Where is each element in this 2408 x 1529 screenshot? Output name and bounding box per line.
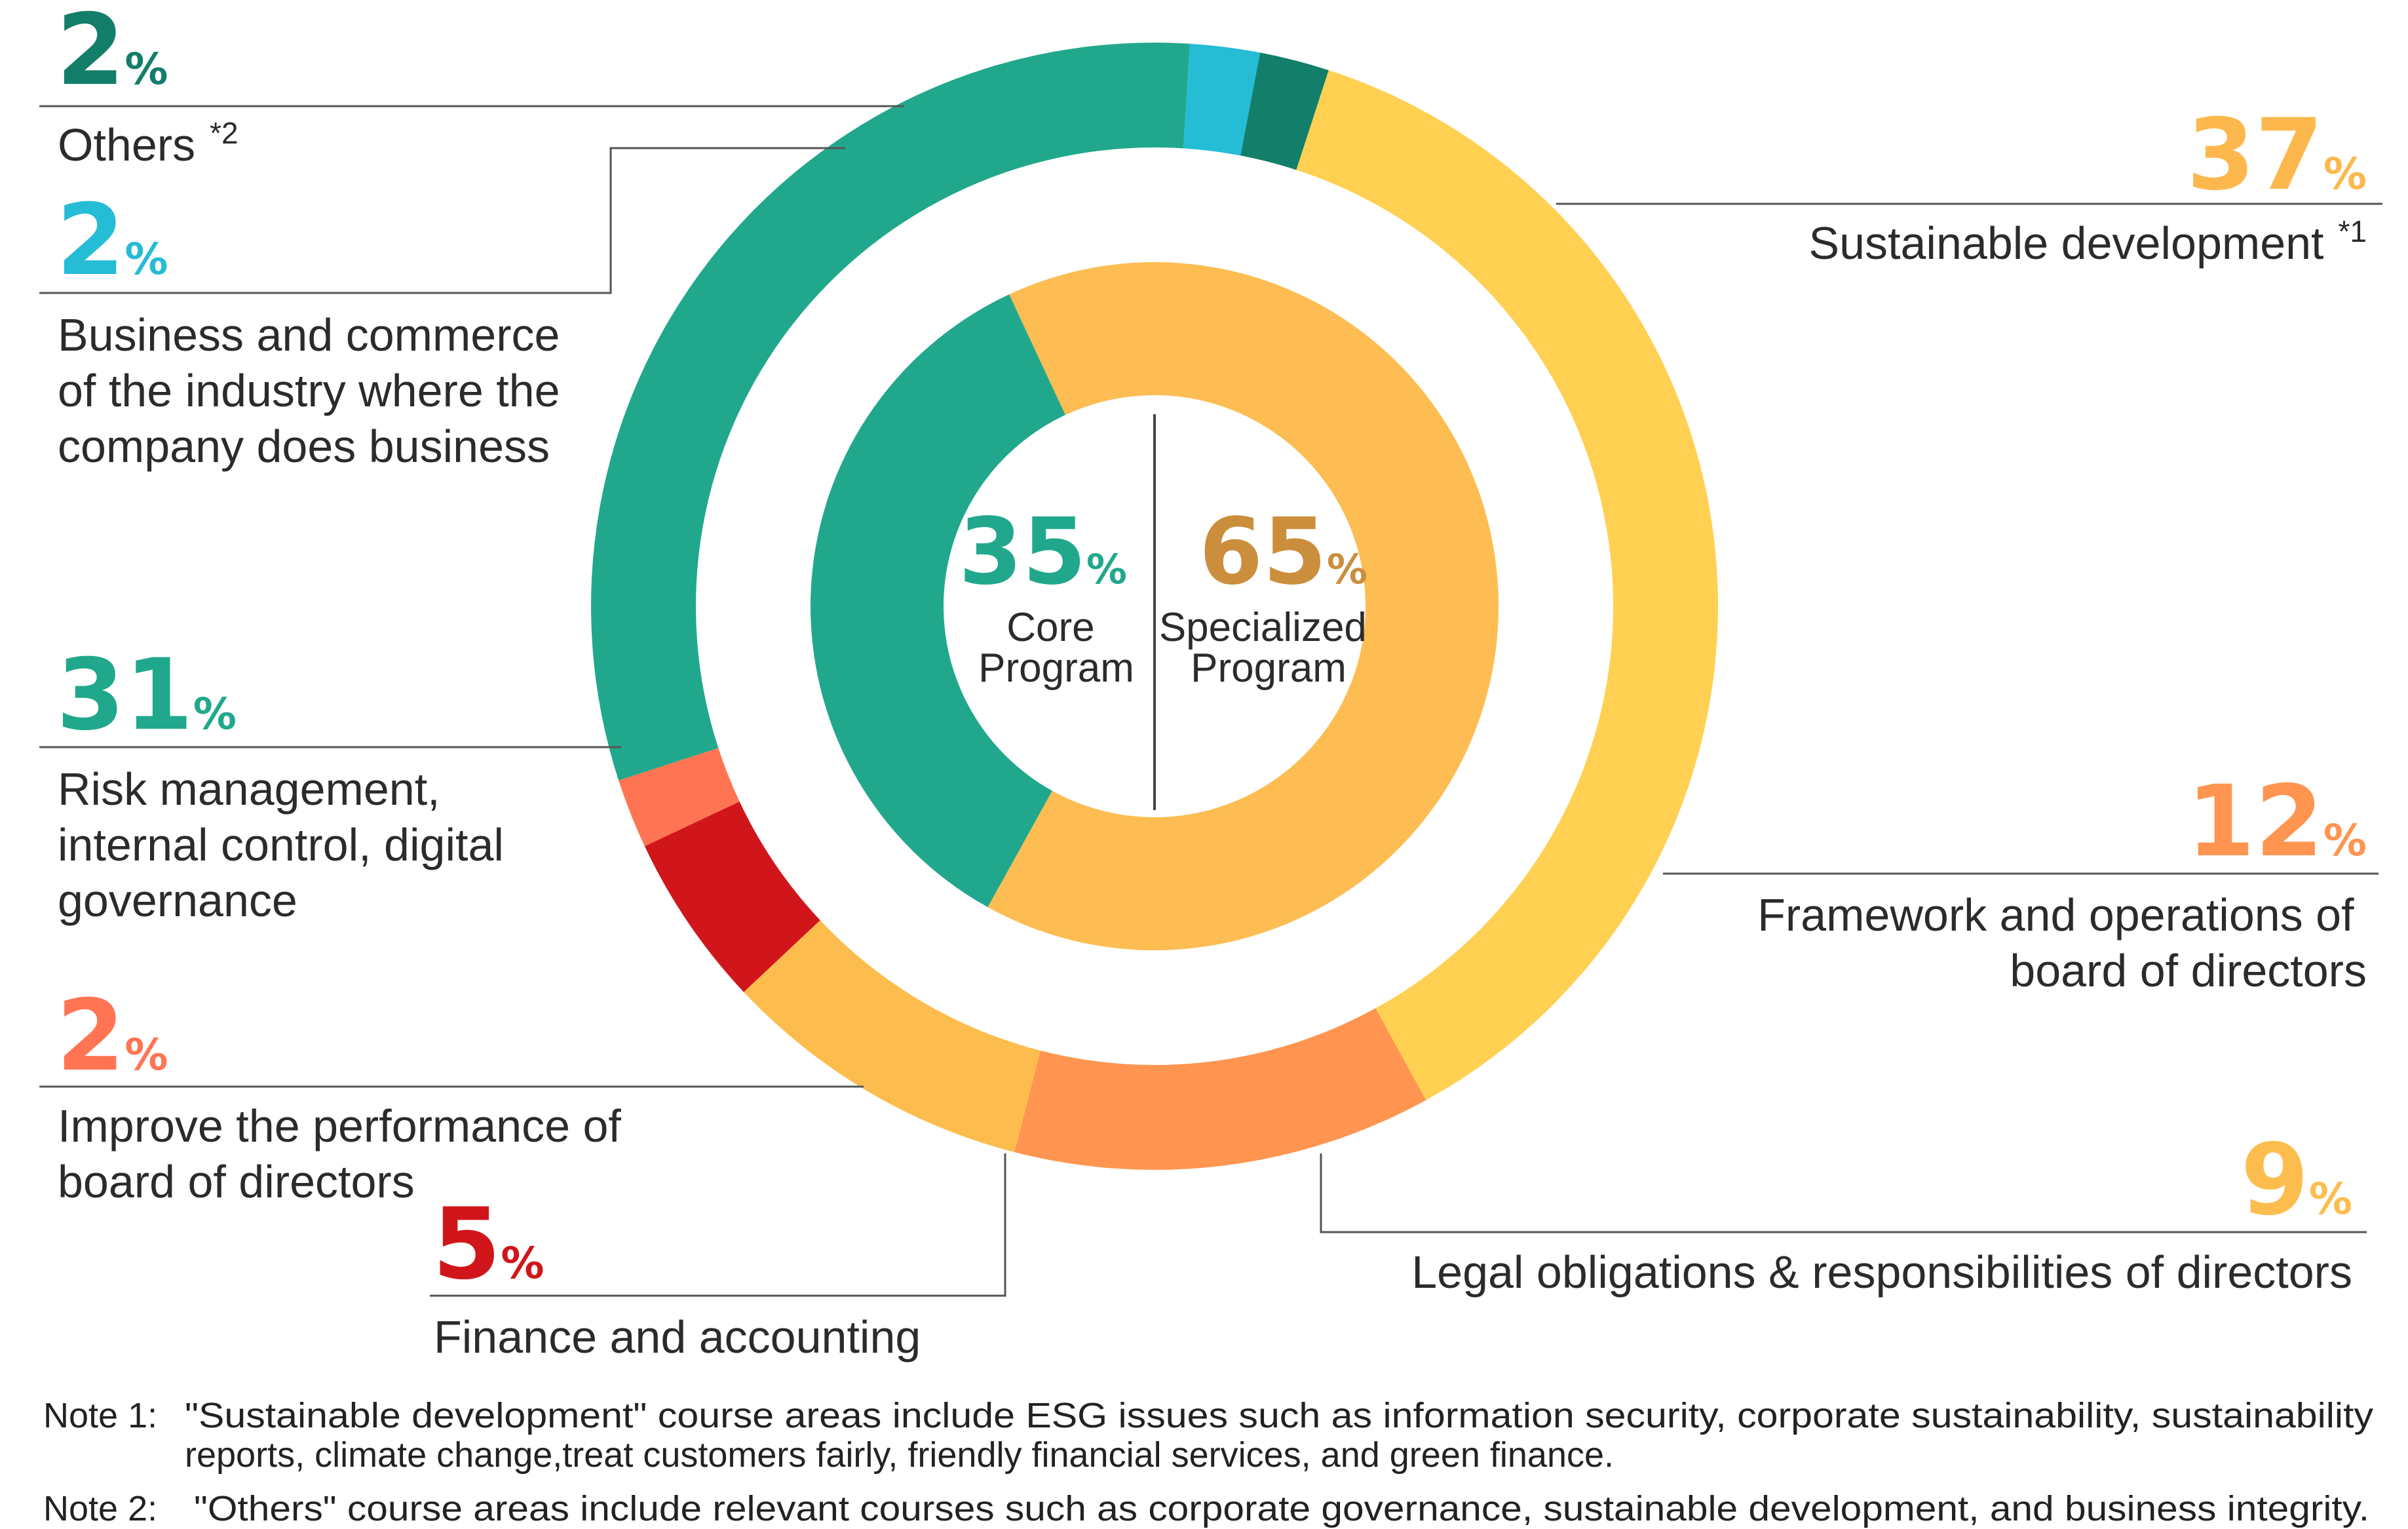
outer-slice-sustainable	[1296, 70, 1718, 1100]
pct-others-unit: %	[124, 44, 168, 94]
label-others-note: *2	[210, 116, 238, 150]
pct-risk-value: 31	[56, 638, 193, 752]
outer-slice-legal	[744, 920, 1041, 1152]
inner-ring	[810, 262, 1499, 951]
outer-slice-business	[1183, 43, 1261, 156]
pct-finance-value: 5	[432, 1188, 501, 1302]
center-specialized-line-2: Program	[1191, 646, 1347, 691]
inner-slice-core	[810, 294, 1065, 908]
pct-legal: 9%	[2240, 1123, 2352, 1237]
inner-slice-specialized	[987, 262, 1499, 951]
center-specialized-unit: %	[1327, 545, 1367, 593]
label-improve-line-1: Improve the performance of	[58, 1100, 621, 1152]
label-business-line-1: Business and commerce	[58, 309, 560, 360]
note-2-line-1: "Others" course areas include relevant c…	[194, 1489, 2369, 1528]
label-others: Others *2	[58, 116, 239, 170]
label-finance: Finance and accounting	[434, 1311, 921, 1363]
label-business-line-3: company does business	[58, 421, 550, 472]
pct-risk: 31%	[56, 638, 237, 752]
pct-improve: 2%	[56, 979, 168, 1093]
note-1-label: Note 1:	[43, 1396, 157, 1435]
label-improve: Improve the performance of board of dire…	[58, 1100, 634, 1207]
outer-slice-framework	[1014, 1008, 1426, 1170]
pct-finance-unit: %	[501, 1238, 544, 1288]
label-framework-line-2: board of directors	[2010, 945, 2367, 996]
outer-slice-risk	[590, 42, 1190, 781]
center-core-unit: %	[1086, 545, 1127, 593]
pct-improve-unit: %	[124, 1030, 168, 1080]
pct-risk-unit: %	[193, 689, 237, 739]
center-specialized-pct: 65%	[1199, 499, 1367, 606]
label-risk: Risk management, internal control, digit…	[58, 764, 516, 926]
label-framework: Framework and operations of board of dir…	[1757, 889, 2367, 996]
label-business: Business and commerce of the industry wh…	[58, 309, 573, 472]
pct-improve-value: 2	[56, 979, 124, 1093]
outer-slice-finance	[644, 802, 820, 992]
center-core-pct: 35%	[959, 499, 1127, 606]
leader-legal	[1320, 1153, 2367, 1233]
center-core-label: Core Program	[978, 605, 1134, 691]
pct-business-unit: %	[124, 234, 168, 284]
note-2-label: Note 2:	[43, 1489, 157, 1528]
label-risk-line-1: Risk management,	[58, 764, 440, 815]
label-risk-line-3: governance	[58, 875, 297, 926]
label-risk-line-2: internal control, digital	[58, 819, 504, 870]
label-legal: Legal obligations & responsibilities of …	[1411, 1247, 2352, 1298]
label-framework-line-1: Framework and operations of	[1757, 889, 2354, 940]
center-core-value: 35	[959, 499, 1086, 606]
pct-framework-unit: %	[2323, 815, 2367, 866]
leader-lines	[39, 105, 2382, 1297]
pct-framework: 12%	[2187, 765, 2367, 879]
pct-sustainable: 37%	[2187, 98, 2367, 212]
label-improve-line-2: board of directors	[58, 1156, 415, 1207]
label-business-line-2: of the industry where the	[58, 365, 560, 416]
note-1-line-1: "Sustainable development" course areas i…	[185, 1396, 2373, 1435]
center-specialized-label: Specialized Program	[1159, 605, 1378, 691]
pct-others: 2%	[56, 0, 168, 107]
label-sustainable-note: *1	[2339, 214, 2367, 248]
pct-legal-unit: %	[2309, 1174, 2352, 1224]
pct-business-value: 2	[56, 184, 124, 298]
notes: Note 1: "Sustainable development" course…	[43, 1396, 2373, 1528]
label-sustainable-text: Sustainable development	[1808, 218, 2323, 269]
center-core-line-1: Core	[1006, 605, 1094, 650]
leader-finance	[430, 1153, 1006, 1297]
pct-sustainable-unit: %	[2323, 149, 2367, 199]
center-specialized-value: 65	[1199, 499, 1327, 606]
pct-finance: 5%	[432, 1188, 545, 1302]
pct-legal-value: 9	[2240, 1123, 2308, 1237]
pct-framework-value: 12	[2187, 765, 2323, 879]
note-1-line-2: reports, climate change,treat customers …	[185, 1435, 1614, 1475]
outer-ring	[590, 42, 1718, 1170]
outer-slice-improve	[619, 748, 740, 847]
label-others-text: Others	[58, 119, 195, 170]
center-core-line-2: Program	[978, 646, 1134, 691]
pct-business: 2%	[56, 184, 168, 298]
pct-sustainable-value: 37	[2187, 98, 2323, 212]
pct-others-value: 2	[56, 0, 124, 107]
center-specialized-line-1: Specialized	[1159, 605, 1367, 650]
label-sustainable: Sustainable development *1	[1808, 214, 2367, 269]
leader-business	[39, 147, 845, 294]
outer-slice-others	[1240, 52, 1329, 170]
